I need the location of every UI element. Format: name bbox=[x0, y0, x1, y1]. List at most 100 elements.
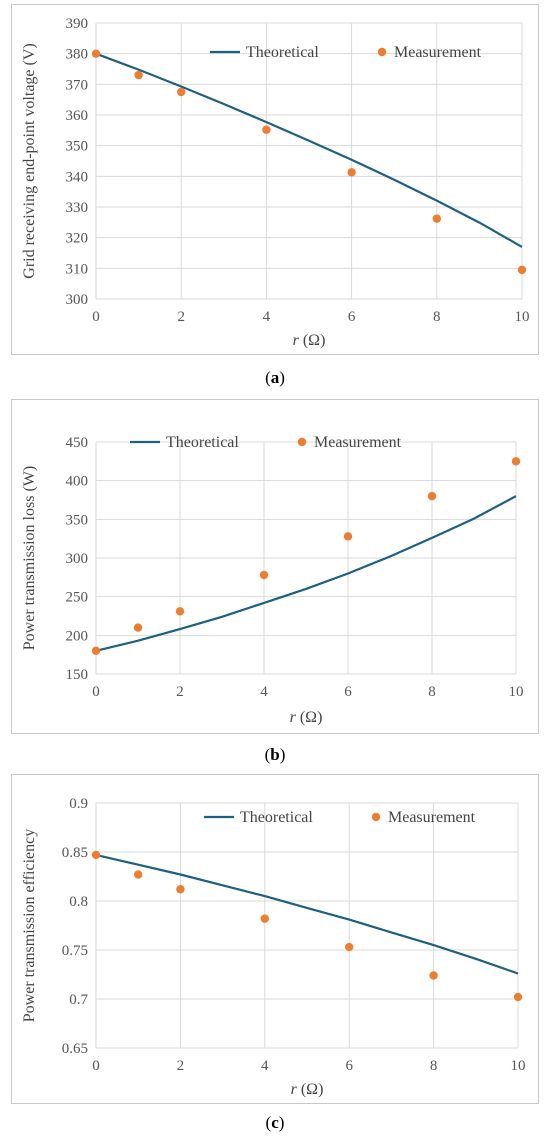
y-tick-label: 300 bbox=[66, 551, 89, 567]
caption-a-letter: a bbox=[270, 368, 280, 387]
chart-panel-c: 0.65 0.7 0.75 0.8 0.85 0.9 0 2 4 6 8 10 Power transm… bbox=[10, 773, 540, 1108]
legend: Theoretical Measurement bbox=[210, 44, 482, 61]
data-point bbox=[91, 49, 101, 58]
data-point bbox=[134, 70, 143, 80]
x-tick-label: 4 bbox=[261, 1058, 269, 1074]
x-tick-label: 8 bbox=[428, 684, 436, 700]
y-tick-label: 320 bbox=[66, 231, 89, 247]
x-tick-label: 10 bbox=[515, 309, 530, 325]
x-tick-label: 10 bbox=[511, 1058, 526, 1074]
data-point bbox=[134, 870, 143, 879]
x-tick-label: 8 bbox=[430, 1058, 438, 1074]
x-axis-label-variable: r bbox=[291, 1081, 298, 1098]
x-axis-label-unit: (Ω) bbox=[296, 709, 323, 726]
x-tick-label: 6 bbox=[348, 309, 356, 325]
y-tick-label: 0.8 bbox=[69, 894, 88, 910]
data-point bbox=[429, 971, 438, 980]
x-tick-label: 0 bbox=[92, 309, 100, 325]
y-tick-label: 200 bbox=[66, 628, 89, 644]
data-point bbox=[91, 850, 101, 860]
x-gridlines bbox=[95, 442, 517, 674]
x-gridlines bbox=[95, 23, 523, 299]
legend: Theoretical Measurement bbox=[204, 809, 476, 826]
legend-point-swatch bbox=[377, 47, 387, 57]
caption-c: (c) bbox=[265, 1113, 285, 1132]
x-tick-label: 2 bbox=[177, 1058, 185, 1074]
y-tick-label: 370 bbox=[66, 77, 89, 93]
chart-panel-a: 300 310 320 330 340 350 360 370 380 390 0 2 4 6 8 10 Gri… bbox=[10, 3, 540, 359]
x-tick-label: 2 bbox=[177, 309, 185, 325]
data-point bbox=[262, 125, 271, 134]
x-tick-label: 0 bbox=[92, 684, 100, 700]
caption-a: (a) bbox=[265, 368, 285, 387]
data-point bbox=[91, 646, 101, 655]
y-tick-label: 0.9 bbox=[69, 796, 88, 812]
y-tick-label: 340 bbox=[66, 169, 89, 185]
legend-label-theoretical: Theoretical bbox=[246, 44, 319, 61]
y-tick-label: 400 bbox=[66, 474, 89, 490]
chart-frame bbox=[11, 4, 539, 355]
y-tick-label: 250 bbox=[66, 590, 89, 606]
series-line-theoretical bbox=[95, 853, 519, 975]
data-point bbox=[513, 992, 523, 1002]
data-point bbox=[517, 265, 527, 275]
data-point bbox=[260, 914, 269, 923]
caption-b: (b) bbox=[264, 745, 286, 764]
x-axis-label: r (Ω) bbox=[291, 1081, 324, 1098]
x-axis-label-variable: r bbox=[290, 709, 297, 726]
data-point bbox=[511, 457, 521, 466]
x-tick-label: 0 bbox=[92, 1058, 100, 1074]
data-point bbox=[176, 885, 185, 894]
x-tick-label: 2 bbox=[176, 684, 184, 700]
data-point bbox=[345, 942, 354, 952]
x-tick-label: 4 bbox=[263, 309, 271, 325]
y-tick-label: 310 bbox=[66, 261, 89, 277]
data-point bbox=[432, 214, 441, 223]
chart-b: 150 200 250 300 350 400 450 0 2 4 6 8 10 Power transm… bbox=[11, 399, 539, 734]
y-tick-label: 360 bbox=[66, 108, 89, 124]
y-tick-label: 300 bbox=[66, 292, 89, 308]
y-axis-label: Grid receiving end-point voltage (V) bbox=[21, 43, 38, 278]
y-tick-label: 0.85 bbox=[62, 845, 88, 861]
legend-label-theoretical: Theoretical bbox=[240, 809, 313, 826]
series-line-theoretical bbox=[95, 52, 523, 248]
legend: Theoretical Measurement bbox=[130, 434, 402, 451]
y-tick-label: 0.75 bbox=[62, 943, 88, 959]
series-points-measurement bbox=[91, 457, 521, 655]
data-point bbox=[175, 607, 185, 616]
x-tick-label: 4 bbox=[260, 684, 268, 700]
x-gridlines bbox=[95, 803, 519, 1048]
legend-point-swatch bbox=[297, 437, 307, 447]
x-tick-label: 8 bbox=[433, 309, 441, 325]
y-axis-label: Power transmission efficiency bbox=[21, 829, 38, 1022]
series-points-measurement bbox=[91, 850, 523, 1002]
legend-label-measurement: Measurement bbox=[394, 44, 482, 61]
y-tick-label: 0.65 bbox=[62, 1041, 88, 1057]
x-tick-label: 6 bbox=[345, 1058, 353, 1074]
caption-b-letter: b bbox=[270, 745, 280, 764]
legend-label-measurement: Measurement bbox=[314, 434, 402, 451]
chart-a: 300 310 320 330 340 350 360 370 380 390 0 2 4 6 8 10 Gri… bbox=[11, 4, 539, 355]
y-tick-label: 350 bbox=[66, 139, 89, 155]
x-tick-label: 10 bbox=[509, 684, 524, 700]
legend-label-measurement: Measurement bbox=[388, 809, 476, 826]
chart-panel-b: 150 200 250 300 350 400 450 0 2 4 6 8 10 Power transm… bbox=[10, 398, 540, 738]
chart-c: 0.65 0.7 0.75 0.8 0.85 0.9 0 2 4 6 8 10 Power transm… bbox=[11, 774, 539, 1104]
x-tick-label: 6 bbox=[344, 684, 352, 700]
x-axis-label-variable: r bbox=[293, 332, 300, 349]
series-line-theoretical bbox=[95, 495, 517, 652]
y-tick-label: 330 bbox=[66, 200, 89, 216]
chart-frame bbox=[11, 399, 539, 734]
legend-label-theoretical: Theoretical bbox=[166, 434, 239, 451]
y-tick-label: 390 bbox=[66, 16, 89, 32]
data-point bbox=[177, 87, 186, 97]
x-axis-label-unit: (Ω) bbox=[297, 1081, 324, 1098]
y-gridlines bbox=[96, 22, 522, 300]
y-tick-label: 380 bbox=[66, 47, 89, 63]
y-axis-label: Power transmission loss (W) bbox=[21, 466, 38, 650]
chart-frame bbox=[11, 774, 539, 1104]
data-point bbox=[343, 532, 353, 541]
y-tick-label: 150 bbox=[66, 667, 89, 683]
y-tick-label: 450 bbox=[66, 435, 89, 451]
data-point bbox=[259, 570, 269, 580]
